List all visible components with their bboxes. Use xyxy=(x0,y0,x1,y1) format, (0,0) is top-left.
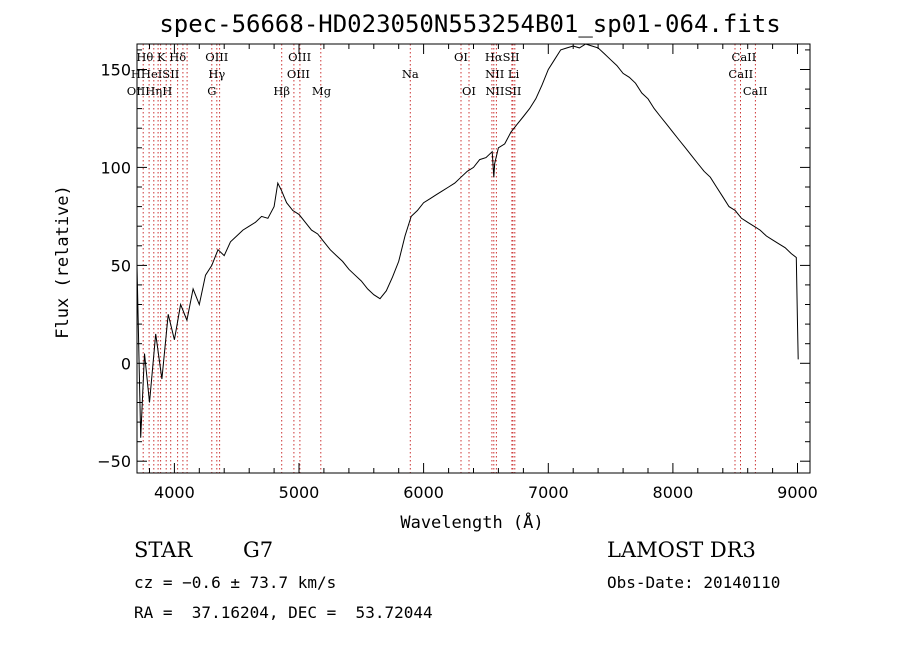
line-group-oiii-3-label: OIII xyxy=(287,67,310,81)
x-tick-label-4000: 4000 xyxy=(154,483,195,502)
line-group-oi-1-label: OI xyxy=(454,50,468,64)
spectral-line-labels: Hθ K Hδ OIII OIII OI HαSII CaII HHeISII Hγ OIII N… xyxy=(127,50,768,98)
plot-frame xyxy=(136,43,811,474)
line-group-hgamma-label: Hγ xyxy=(208,67,225,81)
axis-ticks: 4000 5000 6000 7000 8000 9000 −50 0 50 100 150 xyxy=(97,44,818,502)
line-group-hdelta-k-hdelta-label: Hθ K Hδ xyxy=(136,50,186,64)
line-group-oi-heta-h-label: OIIHηH xyxy=(127,84,172,98)
spectral-line-markers xyxy=(142,44,756,473)
line-group-oi-2-label: OI xyxy=(462,84,476,98)
x-tick-label-8000: 8000 xyxy=(653,483,694,502)
y-tick-label--50: −50 xyxy=(97,452,131,471)
line-group-h-hei-sii-label: HHeISII xyxy=(131,67,179,81)
x-tick-label-7000: 7000 xyxy=(528,483,569,502)
coordinates: RA = 37.16204, DEC = 53.72044 xyxy=(134,603,433,622)
x-tick-label-9000: 9000 xyxy=(777,483,818,502)
line-group-oiii-2-label: OIII xyxy=(288,50,311,64)
y-tick-label-50: 50 xyxy=(111,256,131,275)
x-tick-label-5000: 5000 xyxy=(279,483,320,502)
observation-date: Obs-Date: 20140110 xyxy=(607,573,781,592)
line-group-mg-label: Mg xyxy=(312,84,332,98)
object-class: STAR xyxy=(134,538,193,562)
y-tick-label-100: 100 xyxy=(100,158,131,177)
line-group-caii-2-label: CaII xyxy=(728,67,753,81)
line-group-niisii-label: NIISII xyxy=(485,84,521,98)
y-tick-label-0: 0 xyxy=(121,354,131,373)
line-group-hbeta-label: Hβ xyxy=(273,84,290,98)
y-axis-label: Flux (relative) xyxy=(53,185,73,339)
line-group-nii-li-label: NII Li xyxy=(485,67,519,81)
x-axis-label: Wavelength (Å) xyxy=(400,511,543,533)
line-group-na-label: Na xyxy=(402,67,419,81)
chart-title: spec-56668-HD023050N553254B01_sp01-064.f… xyxy=(159,10,780,38)
line-group-caii-1-label: CaII xyxy=(732,50,757,64)
line-group-oiii-1-label: OIII xyxy=(205,50,228,64)
spectrum-series-line xyxy=(136,43,799,438)
spectral-subclass: G7 xyxy=(243,538,274,562)
survey-name: LAMOST DR3 xyxy=(607,538,756,562)
redshift-cz: cz = −0.6 ± 73.7 km/s xyxy=(134,573,337,592)
line-group-halpha-sii-label: HαSII xyxy=(485,50,520,64)
y-tick-label-150: 150 xyxy=(100,61,131,80)
x-tick-label-6000: 6000 xyxy=(403,483,444,502)
line-group-caii-3-label: CaII xyxy=(743,84,768,98)
line-group-g-label: G xyxy=(207,84,216,98)
